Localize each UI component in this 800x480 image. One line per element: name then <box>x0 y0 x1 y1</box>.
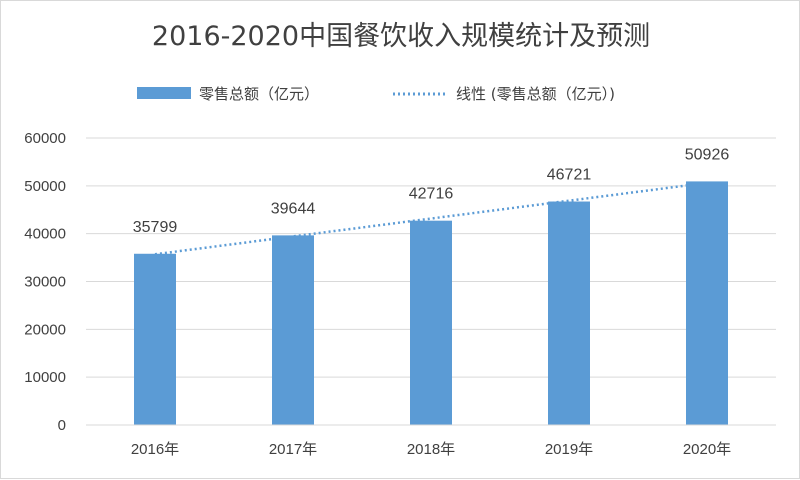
x-tick-label: 2018年 <box>407 441 455 458</box>
legend-trendline-label: 线性 (零售总额（亿元）) <box>456 85 615 103</box>
bar <box>410 220 452 425</box>
data-label: 50926 <box>685 146 730 163</box>
legend-bar-swatch <box>137 87 191 99</box>
legend: 零售总额（亿元） 线性 (零售总额（亿元）) <box>137 85 615 103</box>
bar <box>548 201 590 425</box>
data-label: 46721 <box>547 167 592 184</box>
data-label: 39644 <box>271 200 316 217</box>
y-tick-label: 30000 <box>24 274 66 291</box>
bar <box>134 253 176 425</box>
chart-title: 2016-2020中国餐饮收入规模统计及预测 <box>152 21 650 52</box>
data-label: 35799 <box>133 219 178 236</box>
x-tick-label: 2017年 <box>269 441 317 458</box>
legend-bar-label: 零售总额（亿元） <box>199 85 319 103</box>
x-tick-label: 2019年 <box>545 441 593 458</box>
bar <box>272 235 314 425</box>
x-tick-label: 2016年 <box>131 441 179 458</box>
y-tick-label: 20000 <box>24 321 66 338</box>
y-tick-label: 0 <box>58 417 66 434</box>
x-tick-label: 2020年 <box>683 441 731 458</box>
y-tick-label: 50000 <box>24 178 66 195</box>
bar <box>686 181 728 425</box>
bars <box>134 181 728 425</box>
y-axis: 0 10000 20000 30000 40000 50000 60000 <box>24 130 66 434</box>
data-labels: 35799 39644 42716 46721 50926 <box>133 146 730 235</box>
x-axis: 2016年 2017年 2018年 2019年 2020年 <box>86 424 776 458</box>
y-tick-label: 40000 <box>24 226 66 243</box>
data-label: 42716 <box>409 186 454 203</box>
y-tick-label: 60000 <box>24 130 66 147</box>
y-tick-label: 10000 <box>24 369 66 386</box>
